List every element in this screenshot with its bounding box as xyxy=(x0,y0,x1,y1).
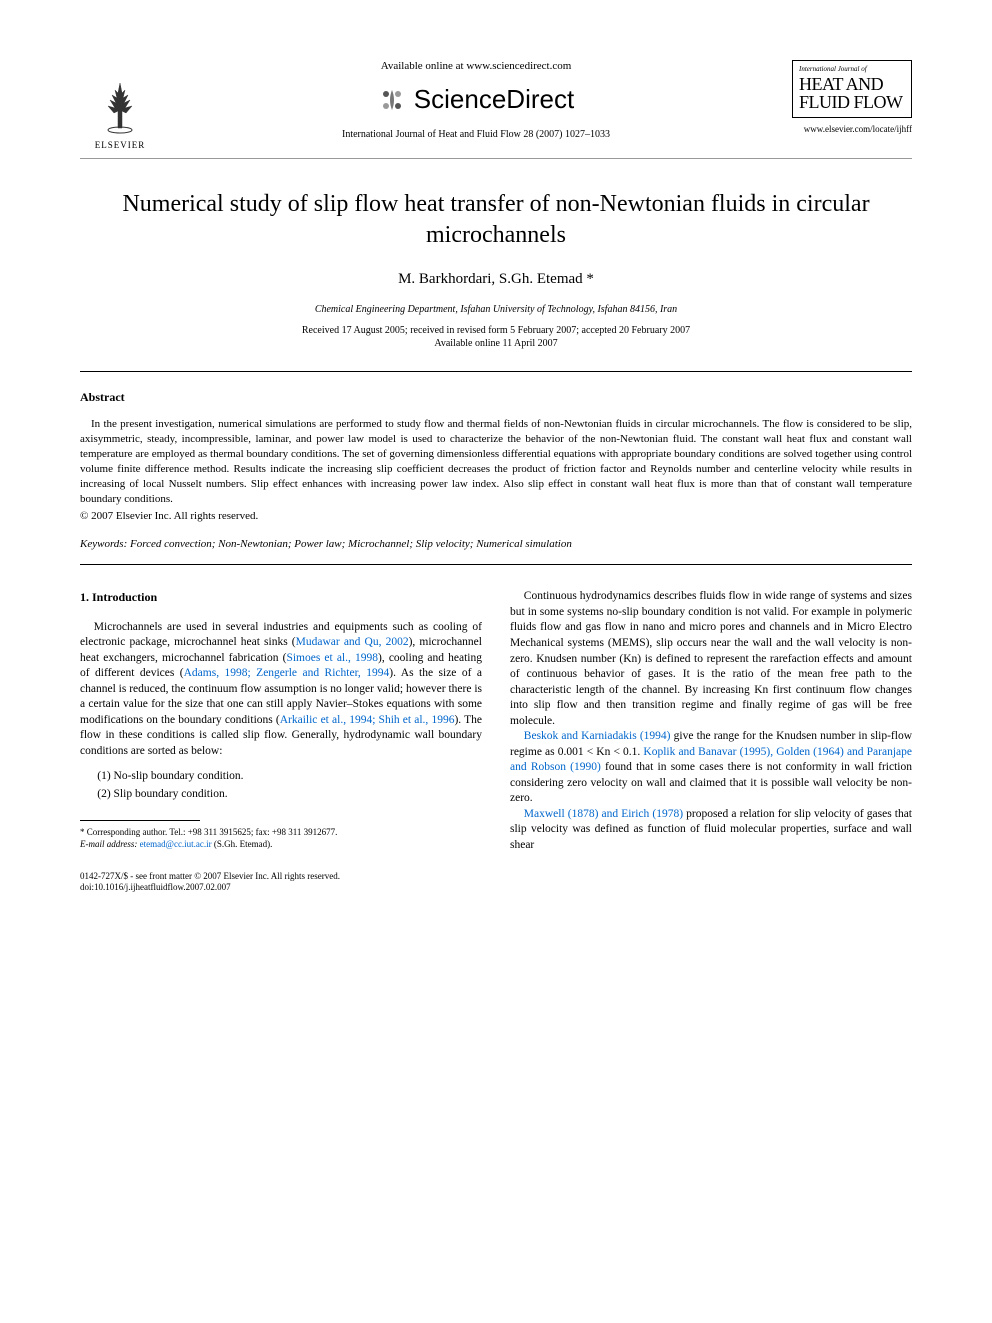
doi-line: doi:10.1016/j.ijheatfluidflow.2007.02.00… xyxy=(80,882,482,894)
ref-link[interactable]: Beskok and Karniadakis (1994) xyxy=(524,730,671,742)
journal-citation: International Journal of Heat and Fluid … xyxy=(160,129,792,140)
footer-info: 0142-727X/$ - see front matter © 2007 El… xyxy=(80,871,482,894)
footnote-divider xyxy=(80,820,200,821)
affiliation: Chemical Engineering Department, Isfahan… xyxy=(80,304,912,315)
abstract-copyright: © 2007 Elsevier Inc. All rights reserved… xyxy=(80,510,912,522)
divider-top xyxy=(80,158,912,159)
journal-box-container: International Journal of HEAT AND FLUID … xyxy=(792,60,912,134)
divider-before-abstract xyxy=(80,371,912,372)
journal-box: International Journal of HEAT AND FLUID … xyxy=(792,60,912,118)
ref-link[interactable]: Simoes et al., 1998 xyxy=(286,652,378,664)
sciencedirect-logo: ScienceDirect xyxy=(160,84,792,115)
abstract-heading: Abstract xyxy=(80,390,912,405)
boundary-conditions-list: (1) No-slip boundary condition. (2) Slip… xyxy=(97,769,482,802)
section-heading-intro: 1. Introduction xyxy=(80,589,482,605)
issn-line: 0142-727X/$ - see front matter © 2007 El… xyxy=(80,871,482,883)
email-label: E-mail address: xyxy=(80,839,140,849)
dates-received: Received 17 August 2005; received in rev… xyxy=(80,325,912,336)
list-item: (1) No-slip boundary condition. xyxy=(97,769,482,785)
column-left: 1. Introduction Microchannels are used i… xyxy=(80,589,482,894)
ref-link[interactable]: Mudawar and Qu, 2002 xyxy=(296,636,409,648)
intro-paragraph-3: Beskok and Karniadakis (1994) give the r… xyxy=(510,729,912,807)
elsevier-label: ELSEVIER xyxy=(95,140,146,150)
header-row: ELSEVIER Available online at www.science… xyxy=(80,60,912,150)
intro-paragraph-4: Maxwell (1878) and Eirich (1978) propose… xyxy=(510,807,912,854)
email-link[interactable]: etemad@cc.iut.ac.ir xyxy=(140,839,212,849)
corresponding-author-footnote: * Corresponding author. Tel.: +98 311 39… xyxy=(80,827,482,850)
intro-paragraph-2: Continuous hydrodynamics describes fluid… xyxy=(510,589,912,729)
journal-box-title: HEAT AND FLUID FLOW xyxy=(799,75,905,111)
body-columns: 1. Introduction Microchannels are used i… xyxy=(80,589,912,894)
divider-after-abstract xyxy=(80,564,912,565)
available-online-text: Available online at www.sciencedirect.co… xyxy=(160,60,792,72)
dates-online: Available online 11 April 2007 xyxy=(80,338,912,349)
abstract-text: In the present investigation, numerical … xyxy=(80,417,912,506)
list-item: (2) Slip boundary condition. xyxy=(97,787,482,803)
journal-box-subtitle: International Journal of xyxy=(799,65,905,73)
email-line: E-mail address: etemad@cc.iut.ac.ir (S.G… xyxy=(80,839,482,851)
elsevier-logo: ELSEVIER xyxy=(80,60,160,150)
keywords-line: Keywords: Forced convection; Non-Newtoni… xyxy=(80,538,912,550)
elsevier-tree-icon xyxy=(90,78,150,138)
sciencedirect-text: ScienceDirect xyxy=(414,84,574,115)
journal-url: www.elsevier.com/locate/ijhff xyxy=(792,124,912,134)
keywords-values: Forced convection; Non-Newtonian; Power … xyxy=(127,538,572,550)
intro-paragraph-1: Microchannels are used in several indust… xyxy=(80,620,482,760)
sciencedirect-icon xyxy=(378,86,406,114)
ref-link[interactable]: Arkailic et al., 1994; Shih et al., 1996 xyxy=(280,714,455,726)
ref-link[interactable]: Adams, 1998; Zengerle and Richter, 1994 xyxy=(184,667,390,679)
corresponding-author: * Corresponding author. Tel.: +98 311 39… xyxy=(80,827,482,839)
column-right: Continuous hydrodynamics describes fluid… xyxy=(510,589,912,894)
ref-link[interactable]: Maxwell (1878) and Eirich (1978) xyxy=(524,808,683,820)
keywords-label: Keywords: xyxy=(80,538,127,550)
email-name: (S.Gh. Etemad). xyxy=(212,839,273,849)
authors: M. Barkhordari, S.Gh. Etemad * xyxy=(80,271,912,288)
center-header: Available online at www.sciencedirect.co… xyxy=(160,60,792,140)
article-title: Numerical study of slip flow heat transf… xyxy=(110,189,882,251)
